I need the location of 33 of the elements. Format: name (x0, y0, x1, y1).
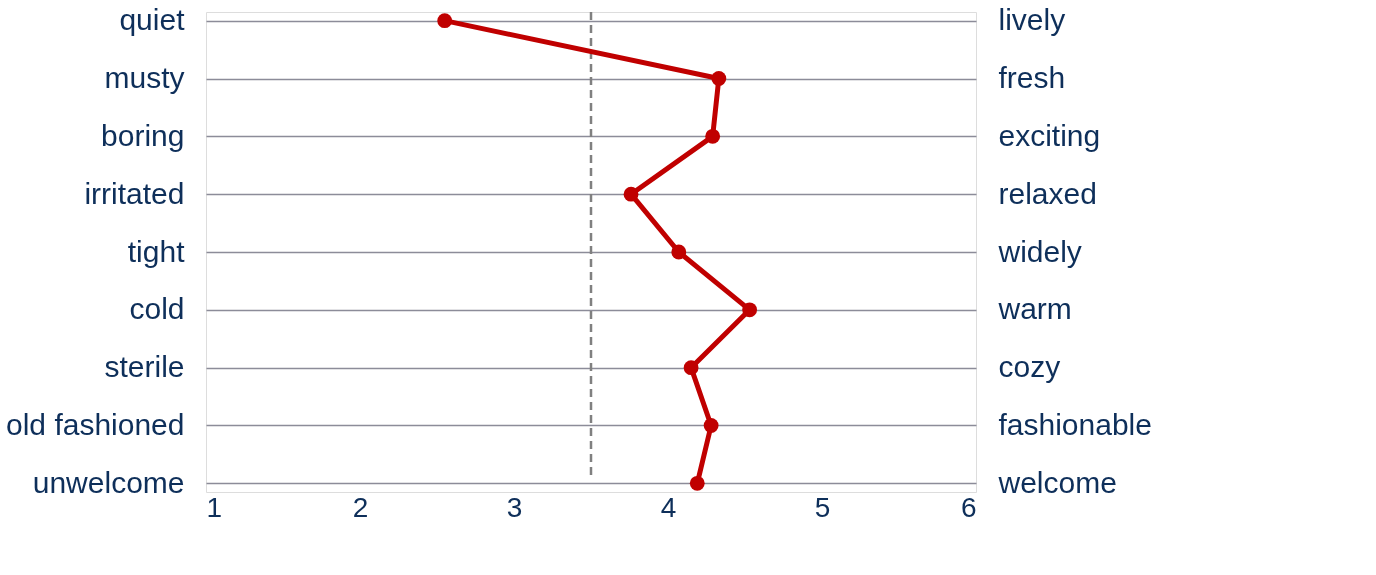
y2-tick-label: fashionable (998, 407, 1152, 441)
point (671, 244, 687, 260)
y-tick-label: tight (127, 234, 186, 268)
point (703, 418, 719, 433)
y2-tick-label: cozy (998, 350, 1061, 384)
y-tick-label: boring (101, 118, 185, 152)
y2-tick-label: exciting (998, 118, 1101, 152)
point (689, 475, 705, 491)
point (711, 71, 727, 86)
x-tick-label: 3 (506, 491, 523, 523)
point (705, 128, 721, 144)
x-tick-label: 6 (960, 491, 977, 523)
y-tick-label: quiet (119, 3, 186, 37)
y2-tick-label: welcome (997, 465, 1117, 499)
x-tick-label: 1 (206, 491, 223, 523)
y2-tick-label: lively (998, 3, 1066, 37)
point (623, 186, 639, 202)
y2-tick-label: fresh (998, 61, 1066, 95)
x-tick-label: 5 (814, 491, 831, 523)
y-tick-label: old fashioned (6, 407, 185, 441)
x-tick-label: 4 (660, 491, 677, 523)
y2-tick-label: widely (997, 234, 1082, 268)
y-tick-label: unwelcome (32, 465, 185, 499)
point (683, 360, 699, 376)
y-tick-label: musty (104, 61, 185, 95)
y-tick-label: sterile (104, 350, 185, 384)
point (742, 302, 758, 318)
y2-tick-label: warm (997, 292, 1072, 326)
point (437, 13, 453, 29)
y-tick-label: cold (129, 292, 185, 326)
y-tick-label: irritated (84, 176, 185, 210)
y2-tick-label: relaxed (998, 176, 1097, 210)
x-tick-label: 2 (352, 491, 369, 523)
